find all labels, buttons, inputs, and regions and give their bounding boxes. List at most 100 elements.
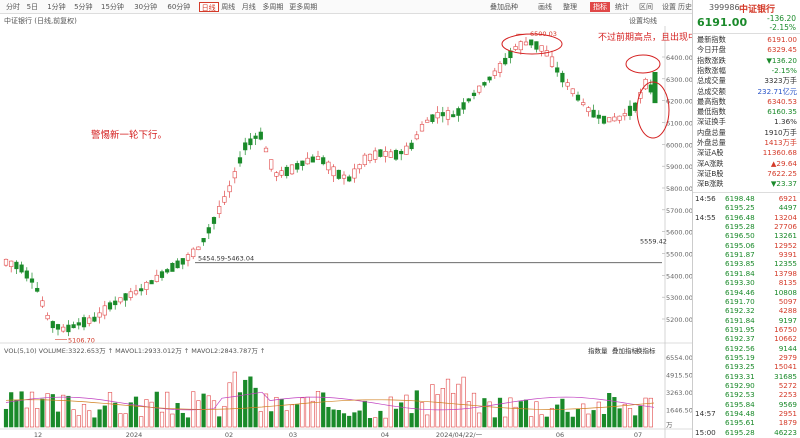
quote-row: 深B涨跌 ▼23.37 bbox=[693, 179, 800, 188]
volume-bar bbox=[243, 379, 248, 428]
volume-bar bbox=[560, 398, 565, 428]
volume-bar bbox=[92, 417, 97, 428]
candle-body bbox=[232, 171, 237, 179]
volume-bar bbox=[471, 392, 477, 428]
candle-body bbox=[253, 135, 258, 139]
tick-row: 6195.28 27706 bbox=[693, 222, 800, 231]
date-axis-label: 02 bbox=[225, 431, 233, 438]
candle-body bbox=[466, 98, 471, 102]
volume-bar bbox=[113, 402, 118, 428]
volume-bar bbox=[87, 410, 92, 428]
volume-bar bbox=[227, 382, 232, 428]
candle-body bbox=[534, 41, 539, 50]
toolbar-button-4[interactable]: 统计 bbox=[615, 3, 629, 11]
quote-label: 深证B股 bbox=[697, 168, 724, 178]
volume-bar bbox=[315, 391, 321, 428]
candle-body bbox=[373, 150, 378, 160]
volume-bar bbox=[175, 403, 180, 428]
volume-bar bbox=[638, 405, 643, 428]
period-tab-9[interactable]: 月线 bbox=[241, 3, 256, 11]
tick-price: 6192.53 bbox=[725, 390, 755, 400]
candle-body bbox=[581, 102, 586, 106]
candle-body bbox=[227, 185, 232, 193]
stock-code: 399986 bbox=[709, 3, 740, 12]
toolbar-button-6[interactable]: 设置 bbox=[662, 3, 676, 11]
tick-volume: 8135 bbox=[778, 278, 797, 288]
toolbar-button-5[interactable]: 区间 bbox=[639, 3, 653, 11]
period-tab-10[interactable]: 多周期 bbox=[262, 3, 284, 11]
candle-body bbox=[35, 287, 40, 292]
volume-bar bbox=[622, 403, 627, 428]
volume-bar bbox=[170, 413, 175, 428]
period-tab-1[interactable]: 5日 bbox=[26, 3, 39, 11]
period-tab-3[interactable]: 5分钟 bbox=[74, 3, 93, 11]
tick-row: 6195.61 1879 bbox=[693, 418, 800, 427]
ma-settings-button[interactable]: 设置均线 bbox=[629, 17, 657, 25]
tick-volume: 6921 bbox=[778, 194, 797, 203]
candle-body bbox=[24, 270, 29, 279]
date-axis-label: 07 bbox=[634, 431, 642, 438]
candle-body bbox=[310, 156, 315, 163]
volume-bar bbox=[529, 416, 534, 428]
quote-label: 深A涨跌 bbox=[697, 158, 724, 168]
volume-bar bbox=[612, 397, 617, 428]
tick-row: 6193.30 8135 bbox=[693, 278, 800, 287]
volume-bar bbox=[40, 398, 45, 428]
candle-body bbox=[201, 238, 206, 243]
candle-body bbox=[123, 293, 128, 301]
tick-price: 6192.90 bbox=[725, 381, 755, 390]
candle-body bbox=[383, 151, 388, 157]
tick-row: 14:56 6198.48 6921 bbox=[693, 194, 800, 203]
price-axis-label: 5700.00 bbox=[666, 207, 692, 215]
volume-bar bbox=[310, 400, 315, 428]
volume-bar bbox=[232, 371, 237, 428]
volume-bar bbox=[3, 408, 9, 428]
tick-volume: 10662 bbox=[774, 334, 797, 344]
candle-body bbox=[50, 321, 55, 329]
price-axis-label: 6300.00 bbox=[666, 76, 692, 84]
volume-bar bbox=[159, 411, 165, 428]
quote-value: 6191.00 bbox=[767, 35, 797, 44]
candle-body bbox=[456, 108, 461, 116]
toolbar-button-7[interactable]: 历史 bbox=[678, 3, 692, 11]
period-tab-0[interactable]: 分时 bbox=[6, 3, 20, 11]
volume-bar bbox=[451, 392, 456, 428]
period-tab-2[interactable]: 1分钟 bbox=[47, 3, 66, 11]
tick-price: 6191.70 bbox=[725, 296, 755, 306]
volume-bar bbox=[404, 394, 409, 428]
volume-bar bbox=[581, 403, 586, 428]
period-tab-4[interactable]: 15分钟 bbox=[101, 3, 124, 11]
period-tab-6[interactable]: 60分钟 bbox=[167, 3, 191, 11]
quote-row: 最新指数 6191.00 bbox=[693, 35, 800, 44]
volume-bar bbox=[274, 396, 279, 428]
candle-body bbox=[539, 45, 544, 52]
tick-price: 6193.25 bbox=[725, 362, 755, 372]
volume-bar bbox=[378, 410, 383, 428]
quote-label: 最新指数 bbox=[697, 35, 726, 44]
volume-bar bbox=[222, 405, 227, 428]
candle-body bbox=[399, 150, 404, 155]
quote-value: 1413万手 bbox=[764, 138, 797, 147]
tick-row: 6194.46 10808 bbox=[693, 288, 800, 297]
toolbar-button-0[interactable]: 叠加品种 bbox=[490, 3, 518, 11]
toolbar-button-2[interactable]: 整理 bbox=[563, 3, 577, 11]
period-tab-8[interactable]: 周线 bbox=[221, 3, 236, 11]
candle-body bbox=[482, 82, 487, 86]
candle-body bbox=[487, 76, 492, 81]
period-tab-5[interactable]: 30分钟 bbox=[134, 3, 158, 11]
period-tab-7[interactable]: 日线 bbox=[198, 2, 219, 12]
candle-body bbox=[591, 109, 596, 118]
volume-bar bbox=[627, 408, 633, 428]
toolbar-button-3[interactable]: 指标 bbox=[590, 2, 610, 12]
volume-bar bbox=[643, 397, 648, 428]
tick-price: 6191.84 bbox=[725, 268, 755, 278]
price-change: -136.20 bbox=[767, 14, 796, 23]
volume-bar bbox=[534, 401, 539, 428]
kline-chart[interactable]: 6400.00 6300.00 6200.00 6100.00 6000.00 5900.… bbox=[0, 0, 692, 438]
volume-bar bbox=[24, 407, 29, 428]
candle-body bbox=[165, 269, 170, 273]
period-tab-11[interactable]: 更多周期 bbox=[289, 3, 318, 11]
toolbar-button-1[interactable]: 画线 bbox=[538, 3, 552, 11]
quote-value: ▼136.20 bbox=[766, 55, 797, 65]
candle-body bbox=[180, 258, 185, 265]
